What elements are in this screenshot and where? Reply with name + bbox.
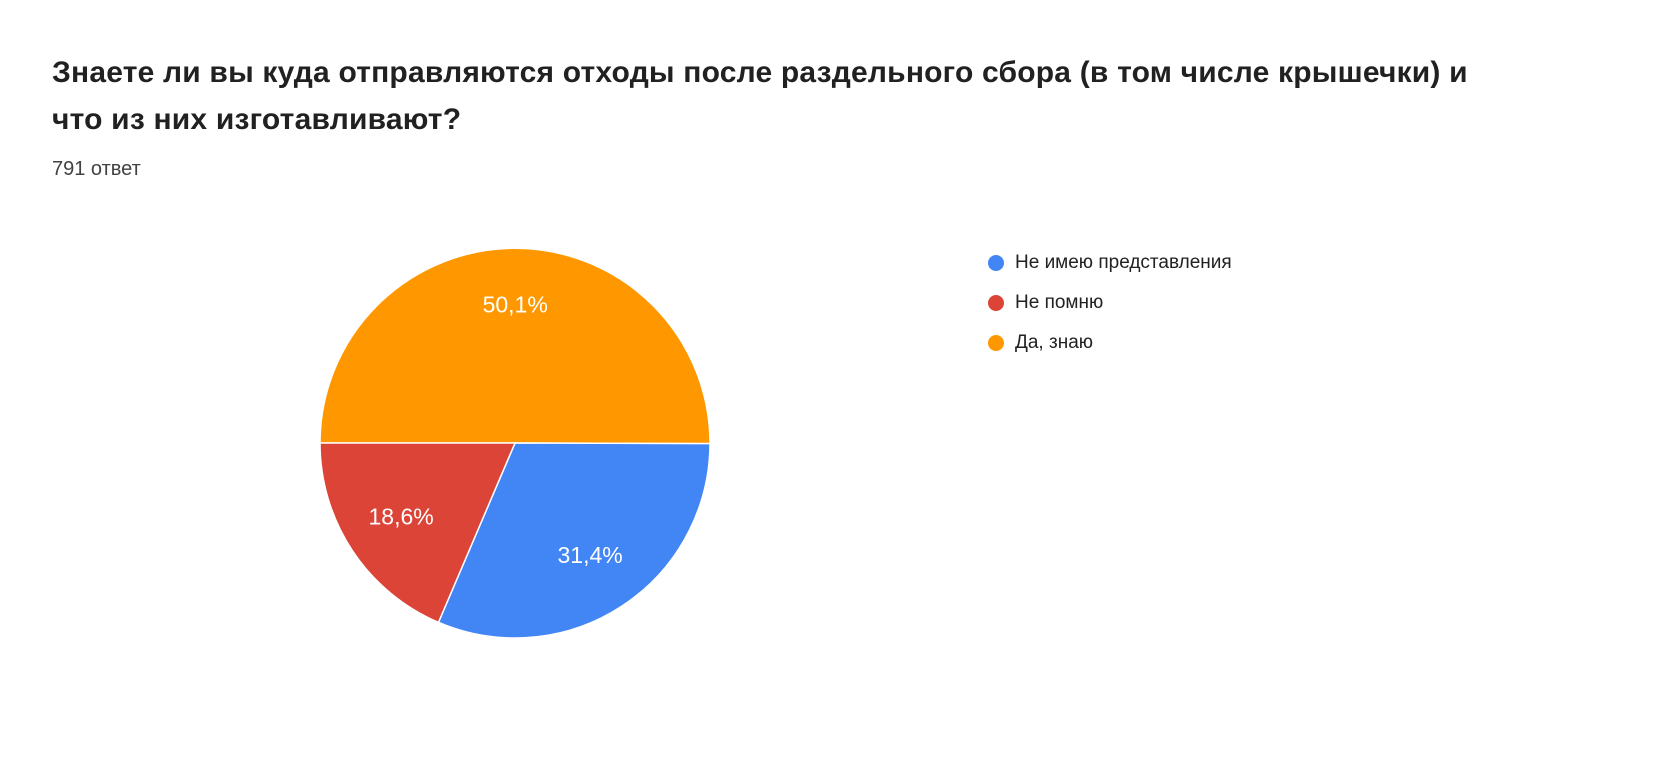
legend-item-1: Не имею представления: [988, 252, 1232, 274]
pie-slice-1: [437, 442, 711, 639]
pie-slice-label-3: 50,1%: [483, 292, 548, 318]
pie-chart: 50,1% 31,4% 18,6%: [315, 243, 715, 643]
legend-item-3: Да, знаю: [988, 332, 1232, 354]
pie-slice-3: [319, 247, 711, 445]
legend-label: Не помню: [1015, 292, 1104, 313]
pie-slice-2: [319, 442, 517, 624]
legend-color-dot: [988, 295, 1004, 311]
response-count: 791 ответ: [52, 158, 141, 180]
pie-chart-svg: 50,1% 31,4% 18,6%: [319, 247, 711, 639]
pie-slice-label-1: 31,4%: [557, 542, 622, 568]
question-title: Знаете ли вы куда отправляются отходы по…: [52, 56, 1468, 136]
legend-item-2: Не помню: [988, 292, 1232, 314]
legend-label: Да, знаю: [1015, 332, 1094, 353]
legend-label: Не имею представления: [1015, 252, 1232, 273]
chart-legend: Не имею представления Не помню Да, знаю: [988, 252, 1232, 372]
pie-slice-label-2: 18,6%: [368, 503, 433, 529]
legend-color-dot: [988, 255, 1004, 271]
legend-color-dot: [988, 335, 1004, 351]
